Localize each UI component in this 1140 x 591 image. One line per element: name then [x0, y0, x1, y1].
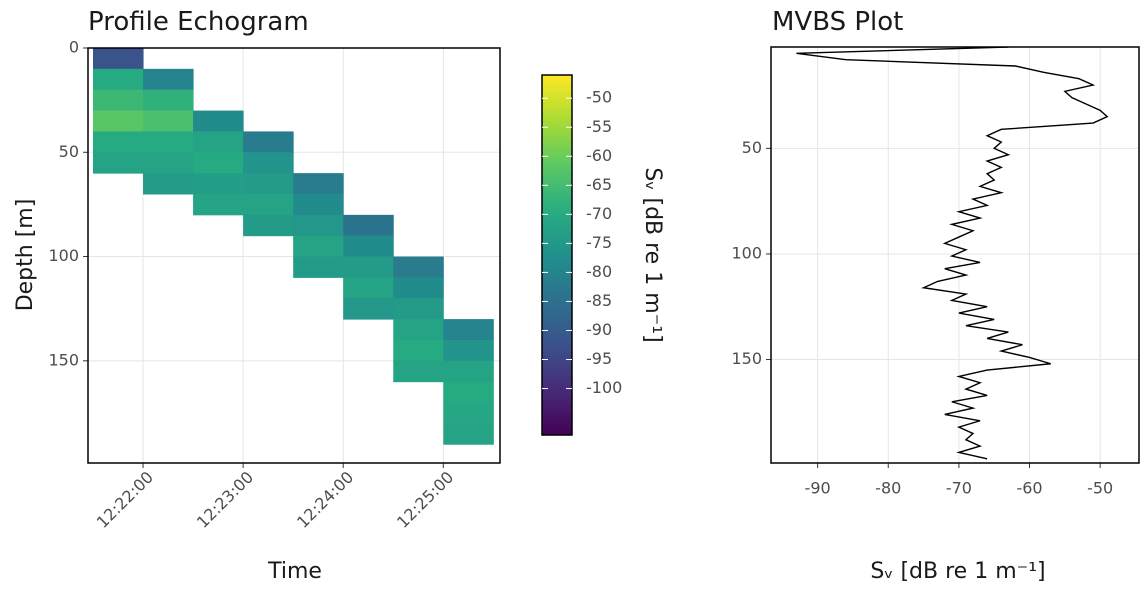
heatmap-cell — [343, 214, 394, 237]
x-tick-label: -70 — [946, 479, 972, 498]
heatmap-cell — [93, 152, 144, 174]
x-tick-label: -50 — [1087, 479, 1113, 498]
colorbar-tick-label: -50 — [586, 88, 612, 107]
heatmap-cell — [143, 89, 194, 112]
heatmap-cell — [343, 277, 394, 299]
heatmap-cell — [393, 298, 444, 320]
x-axis-label: Time — [267, 559, 322, 584]
y-tick-label: 50 — [742, 138, 762, 157]
x-tick-label: 12:22:00 — [93, 468, 157, 532]
heatmap-cell — [243, 193, 294, 216]
heatmap-cell — [393, 360, 444, 383]
x-tick-label: -60 — [1016, 479, 1042, 498]
heatmap-cell — [93, 89, 144, 112]
colorbar-tick-label: -60 — [586, 146, 612, 165]
heatmap-cell — [293, 214, 344, 237]
heatmap-cell — [143, 152, 194, 174]
y-tick-label: 150 — [48, 350, 79, 369]
data-line — [796, 47, 1109, 460]
colorbar-tick-label: -85 — [586, 291, 612, 310]
x-tick-label: -90 — [805, 479, 831, 498]
x-tick-label: -80 — [875, 479, 901, 498]
heatmap-cell — [393, 319, 444, 341]
heatmap-cell — [393, 277, 444, 299]
plot-area — [93, 48, 494, 445]
heatmap-cell — [443, 339, 494, 362]
heatmap-cell — [143, 68, 194, 91]
heatmap-cell — [193, 193, 244, 216]
heatmap-cell — [393, 339, 444, 362]
heatmap-cell — [243, 214, 294, 237]
heatmap-cell — [393, 256, 444, 278]
plot-area — [796, 47, 1109, 460]
heatmap-cell — [443, 423, 494, 445]
heatmap-cell — [243, 173, 294, 195]
y-tick-label: 100 — [731, 243, 762, 262]
x-tick-label: 12:25:00 — [393, 468, 457, 532]
x-tick-label: 12:23:00 — [193, 468, 257, 532]
heatmap-cell — [293, 193, 344, 216]
colorbar — [541, 74, 573, 436]
colorbar-tick-label: -65 — [586, 175, 612, 194]
chart-title: Profile Echogram — [88, 7, 309, 37]
heatmap-cell — [93, 110, 144, 132]
colorbar-tick-label: -55 — [586, 117, 612, 136]
heatmap-cell — [443, 381, 494, 404]
colorbar-label: Sᵥ [dB re 1 m⁻¹] — [640, 167, 665, 342]
panel-border — [770, 46, 1140, 464]
heatmap-cell — [243, 152, 294, 174]
heatmap-cell — [243, 131, 294, 153]
colorbar-tick-label: -70 — [586, 204, 612, 223]
heatmap-cell — [443, 402, 494, 424]
y-tick-label: 0 — [69, 38, 79, 57]
heatmap-cell — [193, 110, 244, 132]
y-tick-label: 50 — [59, 142, 79, 161]
heatmap-cell — [193, 152, 244, 174]
heatmap-cell — [293, 256, 344, 278]
heatmap-cell — [443, 360, 494, 383]
colorbar-tick-label: -95 — [586, 349, 612, 368]
heatmap-cell — [343, 235, 394, 258]
heatmap-cell — [193, 131, 244, 153]
heatmap-cell — [143, 131, 194, 153]
heatmap-cell — [293, 173, 344, 195]
colorbar-tick-label: -90 — [586, 320, 612, 339]
heatmap-cell — [143, 173, 194, 195]
heatmap-cell — [93, 131, 144, 153]
heatmap-cell — [143, 110, 194, 132]
x-axis-label: Sᵥ [dB re 1 m⁻¹] — [870, 559, 1045, 584]
y-axis-label: Depth [m] — [13, 199, 38, 312]
heatmap-cell — [293, 235, 344, 258]
heatmap-cell — [343, 298, 394, 320]
colorbar-tick-label: -80 — [586, 262, 612, 281]
heatmap-cell — [93, 68, 144, 91]
heatmap-cell — [443, 319, 494, 341]
y-tick-label: 150 — [731, 349, 762, 368]
heatmap-cell — [93, 48, 144, 70]
x-tick-label: 12:24:00 — [293, 468, 357, 532]
panel-border — [87, 47, 501, 464]
heatmap-cell — [193, 173, 244, 195]
colorbar-tick-label: -100 — [586, 378, 622, 397]
y-tick-label: 100 — [48, 246, 79, 265]
colorbar-tick-label: -75 — [586, 233, 612, 252]
heatmap-cell — [343, 256, 394, 278]
chart-title: MVBS Plot — [772, 7, 903, 37]
